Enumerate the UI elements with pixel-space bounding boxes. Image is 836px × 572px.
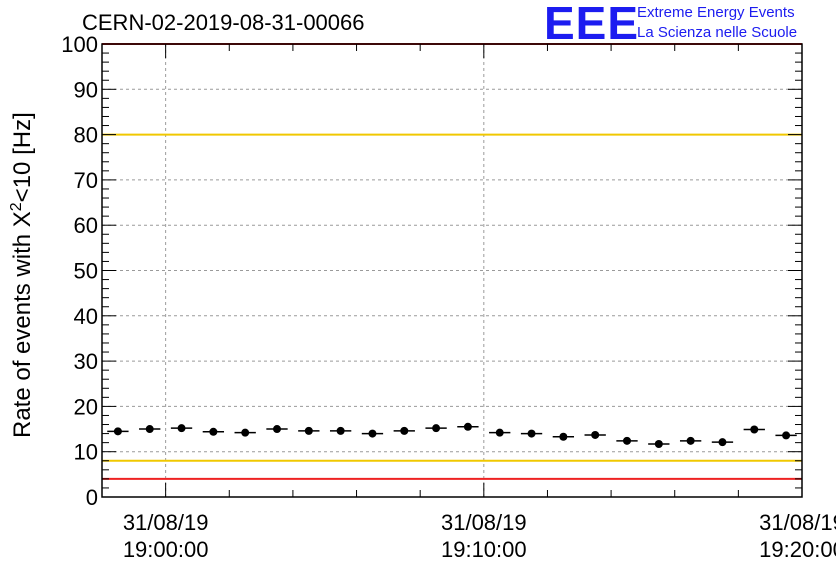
- x-tick-label-date: 31/08/19: [441, 510, 527, 535]
- y-tick-label: 20: [74, 394, 98, 419]
- run-title: CERN-02-2019-08-31-00066: [82, 10, 365, 35]
- logo-subtitle-1: Extreme Energy Events: [637, 4, 795, 21]
- y-tick-label: 50: [74, 259, 98, 284]
- y-axis-label: Rate of events with X2<10 [Hz]: [8, 112, 36, 438]
- data-point: [304, 426, 313, 435]
- data-point: [432, 424, 441, 433]
- data-point: [686, 436, 695, 445]
- data-point: [495, 428, 504, 437]
- data-point: [368, 429, 377, 438]
- x-tick-label-date: 31/08/19: [123, 510, 209, 535]
- data-point: [177, 424, 186, 433]
- x-tick-label-time: 19:20:00: [759, 537, 836, 562]
- x-tick-label-time: 19:00:00: [123, 537, 209, 562]
- data-point: [145, 425, 154, 434]
- y-tick-label: 100: [61, 32, 98, 57]
- data-point: [273, 425, 281, 434]
- x-tick-label-date: 31/08/19: [759, 510, 836, 535]
- data-point: [241, 428, 250, 437]
- eee-logo: EEE: [544, 0, 640, 49]
- data-point: [782, 431, 791, 440]
- y-tick-label: 40: [74, 304, 98, 329]
- logo-subtitle-2: La Scienza nelle Scuole: [637, 24, 798, 41]
- data-point: [559, 432, 568, 441]
- data-point: [463, 422, 472, 431]
- data-point: [718, 438, 727, 447]
- data-point: [591, 430, 600, 439]
- y-tick-label: 0: [86, 485, 98, 510]
- y-tick-label: 30: [74, 349, 98, 374]
- data-point: [527, 429, 536, 438]
- data-point: [654, 439, 663, 448]
- y-tick-label: 90: [74, 77, 98, 102]
- y-tick-label: 70: [74, 168, 98, 193]
- y-tick-label: 60: [74, 213, 98, 238]
- x-tick-label-time: 19:10:00: [441, 537, 527, 562]
- y-tick-label: 80: [74, 123, 98, 148]
- data-point: [113, 427, 122, 436]
- data-point: [336, 426, 345, 435]
- data-point: [750, 425, 759, 434]
- data-point: [623, 436, 631, 445]
- y-tick-label: 10: [74, 440, 98, 465]
- data-point: [209, 427, 218, 436]
- data-point: [400, 426, 409, 435]
